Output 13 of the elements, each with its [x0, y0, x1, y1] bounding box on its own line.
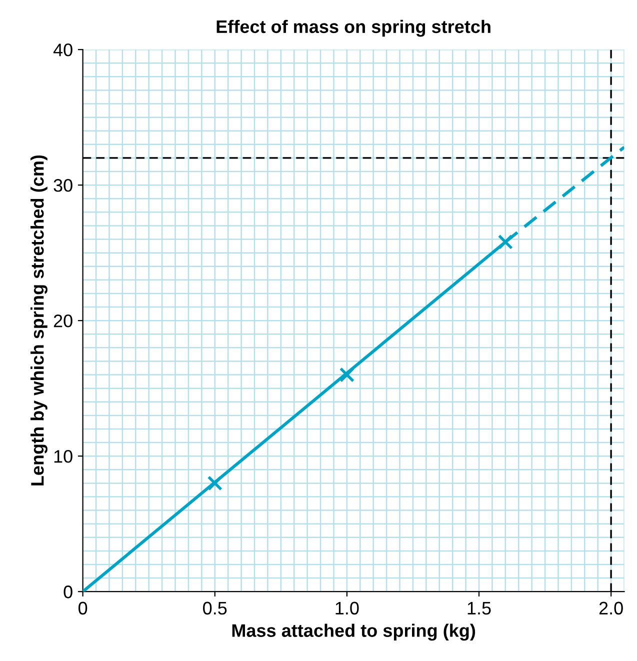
x-tick-label: 0 — [78, 602, 88, 615]
y-tick-label: 40 — [53, 44, 72, 56]
x-tick-label: 2.0 — [599, 602, 623, 615]
y-axis-title: Length by which spring stretched (cm) — [30, 155, 48, 486]
x-tick-label: 1.0 — [336, 602, 359, 615]
y-tick-label: 20 — [54, 314, 72, 328]
chart-title: Effect of mass on spring stretch — [216, 20, 490, 37]
y-tick-label: 30 — [54, 179, 72, 192]
y-tick-label: 10 — [54, 450, 72, 463]
x-tick-label: 1.5 — [468, 602, 491, 615]
x-tick-label: 0.5 — [203, 602, 227, 615]
x-axis-title: Mass attached to spring (kg) — [232, 624, 476, 641]
y-tick-label: 0 — [64, 586, 72, 598]
